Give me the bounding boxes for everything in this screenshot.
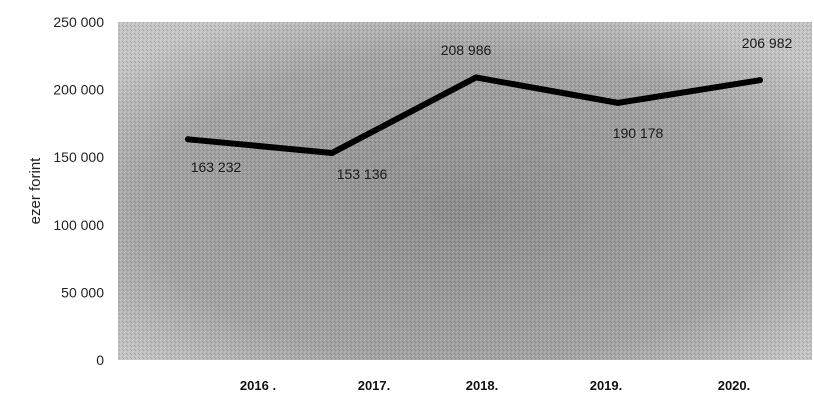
x-tick-label: 2020. (718, 378, 751, 393)
data-point (757, 77, 763, 84)
data-label: 208 986 (441, 42, 492, 58)
data-label: 190 178 (613, 125, 664, 141)
data-labels: 163 232 153 136 208 986 190 178 206 982 (191, 35, 793, 182)
plot-texture (118, 22, 812, 360)
y-tick-label: 250 000 (53, 14, 104, 30)
data-label: 206 982 (742, 35, 793, 51)
plot-area (118, 22, 812, 360)
y-axis-ticks: 0 50 000 100 000 150 000 200 000 250 000 (53, 14, 104, 368)
x-tick-label: 2019. (590, 378, 623, 393)
y-tick-label: 200 000 (53, 82, 104, 98)
data-label: 163 232 (191, 159, 242, 175)
x-tick-label: 2018. (466, 378, 499, 393)
y-tick-label: 50 000 (61, 284, 104, 300)
series-layer (185, 74, 763, 156)
data-point (185, 136, 191, 143)
data-point (329, 149, 335, 156)
x-tick-label: 2016 . (240, 378, 276, 393)
data-label: 153 136 (337, 166, 388, 182)
y-tick-label: 100 000 (53, 217, 104, 233)
x-axis-ticks: 2016 . 2017. 2018. 2019. 2020. (240, 378, 750, 393)
x-tick-label: 2017. (358, 378, 391, 393)
y-axis-label: ezer forint (27, 157, 44, 225)
data-point (473, 74, 479, 81)
y-tick-label: 0 (96, 352, 104, 368)
data-point (615, 99, 621, 106)
y-tick-label: 150 000 (53, 149, 104, 165)
